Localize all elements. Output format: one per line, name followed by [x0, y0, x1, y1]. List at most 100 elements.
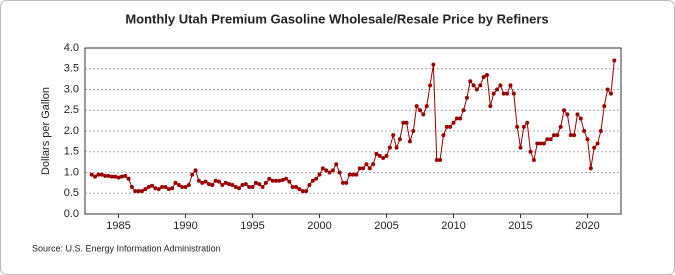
data-point	[377, 153, 382, 158]
data-point	[598, 129, 603, 133]
data-point	[220, 182, 225, 187]
data-point	[203, 179, 208, 184]
data-point	[324, 168, 329, 173]
data-point	[334, 162, 339, 167]
data-point	[592, 145, 597, 150]
data-point	[233, 185, 238, 190]
data-point	[552, 133, 556, 138]
data-point	[518, 145, 523, 150]
data-point	[458, 116, 463, 121]
data-point	[123, 173, 128, 178]
data-point	[568, 133, 573, 138]
data-point	[297, 187, 302, 192]
data-point	[247, 185, 252, 190]
data-point	[116, 175, 121, 180]
data-point	[394, 145, 399, 150]
data-point	[468, 79, 473, 84]
data-point	[555, 133, 560, 138]
data-point	[314, 176, 319, 181]
data-point	[397, 137, 402, 142]
data-point	[498, 83, 503, 88]
data-point	[605, 87, 610, 92]
data-point	[535, 141, 540, 146]
data-point	[304, 189, 309, 194]
data-point	[572, 133, 577, 138]
data-point	[133, 189, 138, 194]
data-point	[434, 158, 439, 163]
data-point	[193, 168, 198, 173]
data-point	[213, 178, 218, 183]
data-point	[263, 180, 268, 185]
data-point	[602, 104, 607, 109]
data-point	[582, 129, 587, 133]
data-point	[351, 172, 355, 177]
data-point	[525, 120, 530, 125]
data-point	[565, 112, 570, 117]
data-point	[196, 178, 201, 183]
data-point	[521, 124, 526, 129]
x-tick-label: 2010	[441, 220, 465, 232]
data-point	[424, 104, 429, 109]
data-point	[541, 141, 546, 146]
y-tick-label: 0.5	[64, 187, 79, 199]
data-point	[387, 145, 392, 150]
data-point	[585, 137, 590, 142]
x-tick-label: 2015	[508, 220, 532, 232]
data-point	[438, 158, 443, 163]
data-point	[327, 170, 332, 175]
data-point	[260, 185, 265, 190]
data-point	[545, 137, 550, 142]
data-point	[170, 186, 175, 191]
x-tick-label: 1995	[240, 220, 264, 232]
data-point	[404, 120, 409, 125]
data-point	[548, 137, 553, 142]
data-point	[485, 72, 489, 77]
data-point	[454, 116, 459, 121]
plot-area	[84, 47, 622, 215]
source: Source: U.S. Energy Information Administ…	[32, 243, 221, 253]
data-point	[273, 178, 278, 183]
data-point	[330, 168, 335, 173]
data-point	[103, 173, 108, 178]
data-point	[431, 62, 436, 67]
data-point	[374, 151, 379, 156]
data-point	[488, 104, 493, 109]
data-point	[139, 189, 144, 194]
data-point	[106, 173, 111, 178]
data-point	[451, 120, 456, 125]
data-point	[237, 186, 242, 191]
data-point	[153, 186, 158, 191]
data-point	[290, 185, 295, 190]
data-point	[371, 162, 376, 167]
data-point	[210, 182, 215, 187]
data-point	[186, 182, 191, 187]
data-point	[515, 124, 520, 129]
data-point	[89, 172, 94, 177]
data-point	[418, 108, 422, 113]
data-point	[391, 133, 396, 138]
data-point	[347, 172, 352, 177]
y-tick-label: 2.5	[64, 104, 79, 116]
data-point	[478, 83, 483, 88]
data-point	[180, 185, 185, 190]
data-point	[163, 185, 168, 190]
data-point	[284, 176, 288, 181]
data-point	[337, 170, 342, 175]
data-point	[531, 158, 536, 163]
y-tick-label: 1.0	[64, 166, 79, 178]
data-point	[528, 149, 533, 154]
data-point	[270, 178, 275, 183]
data-point	[317, 172, 322, 177]
data-point	[250, 185, 255, 190]
y-tick-label: 3.0	[64, 83, 79, 95]
y-axis-label: Dollars per Gallon	[40, 87, 52, 175]
data-point	[99, 172, 104, 177]
data-point	[448, 124, 453, 129]
data-point	[240, 182, 245, 187]
x-tick-label: 1985	[106, 220, 130, 232]
data-point	[461, 108, 466, 113]
data-point	[227, 182, 232, 187]
data-point	[113, 174, 118, 179]
data-point	[267, 176, 272, 181]
